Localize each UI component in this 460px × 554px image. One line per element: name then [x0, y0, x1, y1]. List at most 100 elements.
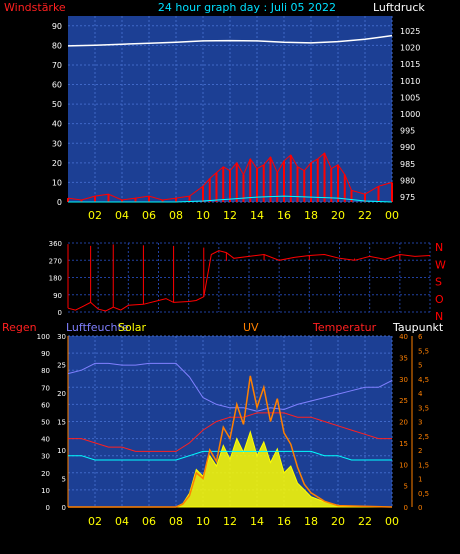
uv-tick-label: 3,5 [418, 404, 429, 412]
hour-tick-label: 08 [169, 515, 183, 528]
uv-tick-label: 1 [418, 476, 422, 484]
dewpoint-label: Taupunkt [392, 321, 444, 334]
rain-tick-label: 20 [57, 390, 66, 398]
temp-tick-label: 15 [399, 440, 408, 448]
hour-tick-label: 00 [385, 515, 399, 528]
left-tick-label: 70 [52, 61, 62, 70]
hour-tick-label: 20 [331, 209, 345, 222]
humidity-tick-label: 0 [46, 504, 50, 512]
wind-speed-label: Windstärke [4, 1, 66, 14]
left-tick-label: 30 [52, 139, 62, 148]
humidity-tick-label: 50 [41, 419, 50, 427]
wind-pressure-ticks: 90 80 70 60 50 40 30 20 10 0 02 04 06 08 10 12 14 16 18 20 2… [52, 22, 421, 222]
humidity-tick-label: 20 [41, 470, 50, 478]
temp-tick-label: 30 [399, 376, 408, 384]
rain-label: Regen [2, 321, 37, 334]
right-tick-label: 995 [400, 127, 415, 136]
right-tick-label: 980 [400, 176, 415, 185]
rain-tick-label: 10 [57, 447, 66, 455]
left-tick-label: 0 [57, 198, 62, 207]
temp-tick-label: 0 [404, 504, 408, 512]
compass-label: O [435, 293, 444, 306]
hour-tick-label: 14 [250, 515, 264, 528]
hour-tick-label: 16 [277, 209, 291, 222]
hour-tick-label: 22 [358, 515, 372, 528]
pressure-line [67, 34, 393, 47]
left-tick-label: 80 [52, 41, 62, 50]
compass-label: S [435, 276, 442, 289]
right-tick-label: 1015 [400, 60, 420, 69]
hour-tick-label: 20 [331, 515, 345, 528]
rain-tick-label: 0 [62, 504, 66, 512]
temp-tick-label: 10 [399, 461, 408, 469]
hour-tick-label: 00 [385, 209, 399, 222]
right-tick-label: 1010 [400, 77, 420, 86]
compass-label: N [435, 310, 443, 323]
climate-series [67, 362, 393, 508]
direction-tick-label: 0 [58, 309, 62, 317]
wind-line [67, 152, 393, 201]
left-tick-label: 90 [52, 22, 62, 31]
hour-tick-label: 12 [223, 515, 237, 528]
left-tick-label: 40 [52, 120, 62, 129]
left-tick-label: 10 [52, 178, 62, 187]
direction-tick-label: 90 [53, 292, 62, 300]
hour-tick-label: 04 [115, 515, 129, 528]
rain-tick-label: 15 [57, 419, 66, 427]
solar-label: Solar [118, 321, 147, 334]
uv-tick-label: 2 [418, 447, 422, 455]
hour-tick-label: 10 [196, 515, 210, 528]
uv-tick-label: 0,5 [418, 490, 429, 498]
hour-tick-label: 12 [223, 209, 237, 222]
temp-tick-label: 25 [399, 397, 408, 405]
humidity-tick-label: 90 [41, 350, 50, 358]
humidity-tick-label: 100 [37, 333, 50, 341]
hour-tick-label: 04 [115, 209, 129, 222]
temp-tick-label: 5 [404, 483, 408, 491]
hour-tick-label: 06 [142, 209, 156, 222]
uv-tick-label: 4 [418, 390, 423, 398]
uv-label: UV [243, 321, 259, 334]
chart-title: 24 hour graph day : Juli 05 2022 [158, 1, 336, 14]
temperature-label: Temperatur [312, 321, 377, 334]
humidity-tick-label: 30 [41, 453, 50, 461]
climate-ticks: 1009080706050403020100302520151050403530… [37, 333, 430, 528]
humidity-tick-label: 70 [41, 384, 50, 392]
right-tick-label: 975 [400, 193, 415, 202]
uv-line [68, 375, 393, 508]
direction-line [67, 250, 431, 312]
hour-tick-label: 18 [304, 209, 318, 222]
uv-tick-label: 1,5 [418, 461, 429, 469]
temp-tick-label: 20 [399, 419, 408, 427]
rain-tick-label: 30 [57, 333, 66, 341]
uv-tick-label: 3 [418, 419, 422, 427]
rain-tick-label: 5 [62, 476, 66, 484]
right-tick-label: 990 [400, 143, 415, 152]
right-tick-label: 985 [400, 160, 415, 169]
humidity-label: Luftfeuchte [66, 321, 129, 334]
temp-tick-label: 40 [399, 333, 408, 341]
hour-tick-label: 06 [142, 515, 156, 528]
temperature-line [68, 412, 392, 452]
dewpoint-line [68, 450, 392, 461]
right-tick-label: 1005 [400, 93, 420, 102]
right-tick-label: 1000 [400, 110, 420, 119]
compass-label: N [435, 241, 443, 254]
left-tick-label: 20 [52, 159, 62, 168]
humidity-tick-label: 80 [41, 367, 50, 375]
hour-tick-label: 16 [277, 515, 291, 528]
left-tick-label: 50 [52, 100, 62, 109]
uv-tick-label: 5 [418, 362, 422, 370]
direction-tick-label: 360 [49, 240, 62, 248]
hour-tick-label: 22 [358, 209, 372, 222]
hour-tick-label: 10 [196, 209, 210, 222]
gust-line [68, 195, 393, 203]
uv-tick-label: 6 [418, 333, 423, 341]
temp-tick-label: 35 [399, 354, 408, 362]
compass-label: W [435, 258, 446, 271]
rain-tick-label: 25 [57, 362, 66, 370]
hour-tick-label: 08 [169, 209, 183, 222]
humidity-line [67, 362, 393, 412]
